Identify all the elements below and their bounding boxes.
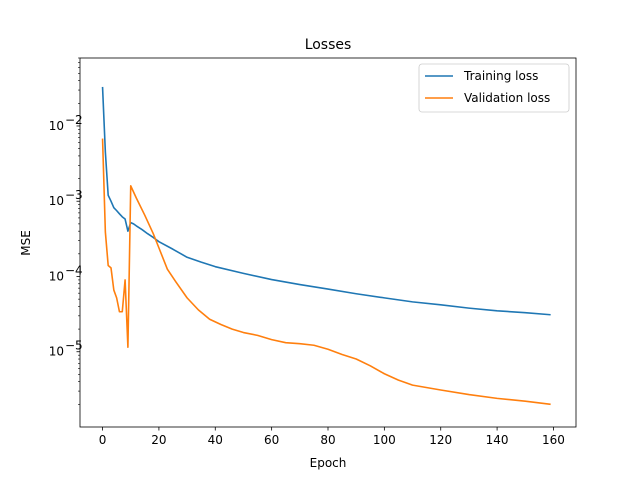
y-tick-label: 10 bbox=[49, 269, 64, 283]
y-axis-ticks: 10−510−410−310−2 bbox=[49, 57, 83, 405]
y-tick-label: 10 bbox=[49, 194, 64, 208]
legend: Training loss Validation loss bbox=[418, 63, 570, 113]
y-tick-label-exponent: −5 bbox=[65, 339, 83, 353]
y-tick-label-exponent: −4 bbox=[65, 263, 83, 277]
x-tick-label: 140 bbox=[486, 433, 509, 447]
x-tick-label: 40 bbox=[208, 433, 223, 447]
x-tick-label: 120 bbox=[429, 433, 452, 447]
series-line-training bbox=[101, 86, 551, 316]
x-tick-label: 20 bbox=[151, 433, 166, 447]
x-tick-label: 80 bbox=[320, 433, 335, 447]
x-tick-label: 100 bbox=[373, 433, 396, 447]
y-tick-label-base: 10 bbox=[49, 345, 64, 359]
series-lines bbox=[101, 86, 551, 406]
legend-label-validation: Validation loss bbox=[464, 91, 550, 105]
y-tick-label-base: 10 bbox=[49, 119, 64, 133]
legend-label-training: Training loss bbox=[463, 69, 538, 83]
x-tick-label: 60 bbox=[264, 433, 279, 447]
chart-title: Losses bbox=[305, 37, 352, 53]
x-tick-label: 0 bbox=[99, 433, 107, 447]
y-tick-label-base: 10 bbox=[49, 269, 64, 283]
y-axis-label: MSE bbox=[19, 230, 33, 256]
y-tick-label-exponent: −3 bbox=[65, 188, 83, 202]
x-tick-label: 160 bbox=[542, 433, 565, 447]
plot-frame bbox=[79, 57, 577, 428]
y-tick-label: 10 bbox=[49, 345, 64, 359]
x-axis-label: Epoch bbox=[310, 456, 347, 470]
y-tick-label-exponent: −2 bbox=[65, 113, 83, 127]
y-tick-label-base: 10 bbox=[49, 194, 64, 208]
legend-box bbox=[418, 63, 570, 113]
y-tick-label: 10 bbox=[49, 119, 64, 133]
x-axis-ticks: 0 20 40 60 80 100 120 140 160 bbox=[99, 427, 565, 447]
series-line-validation bbox=[101, 138, 551, 406]
